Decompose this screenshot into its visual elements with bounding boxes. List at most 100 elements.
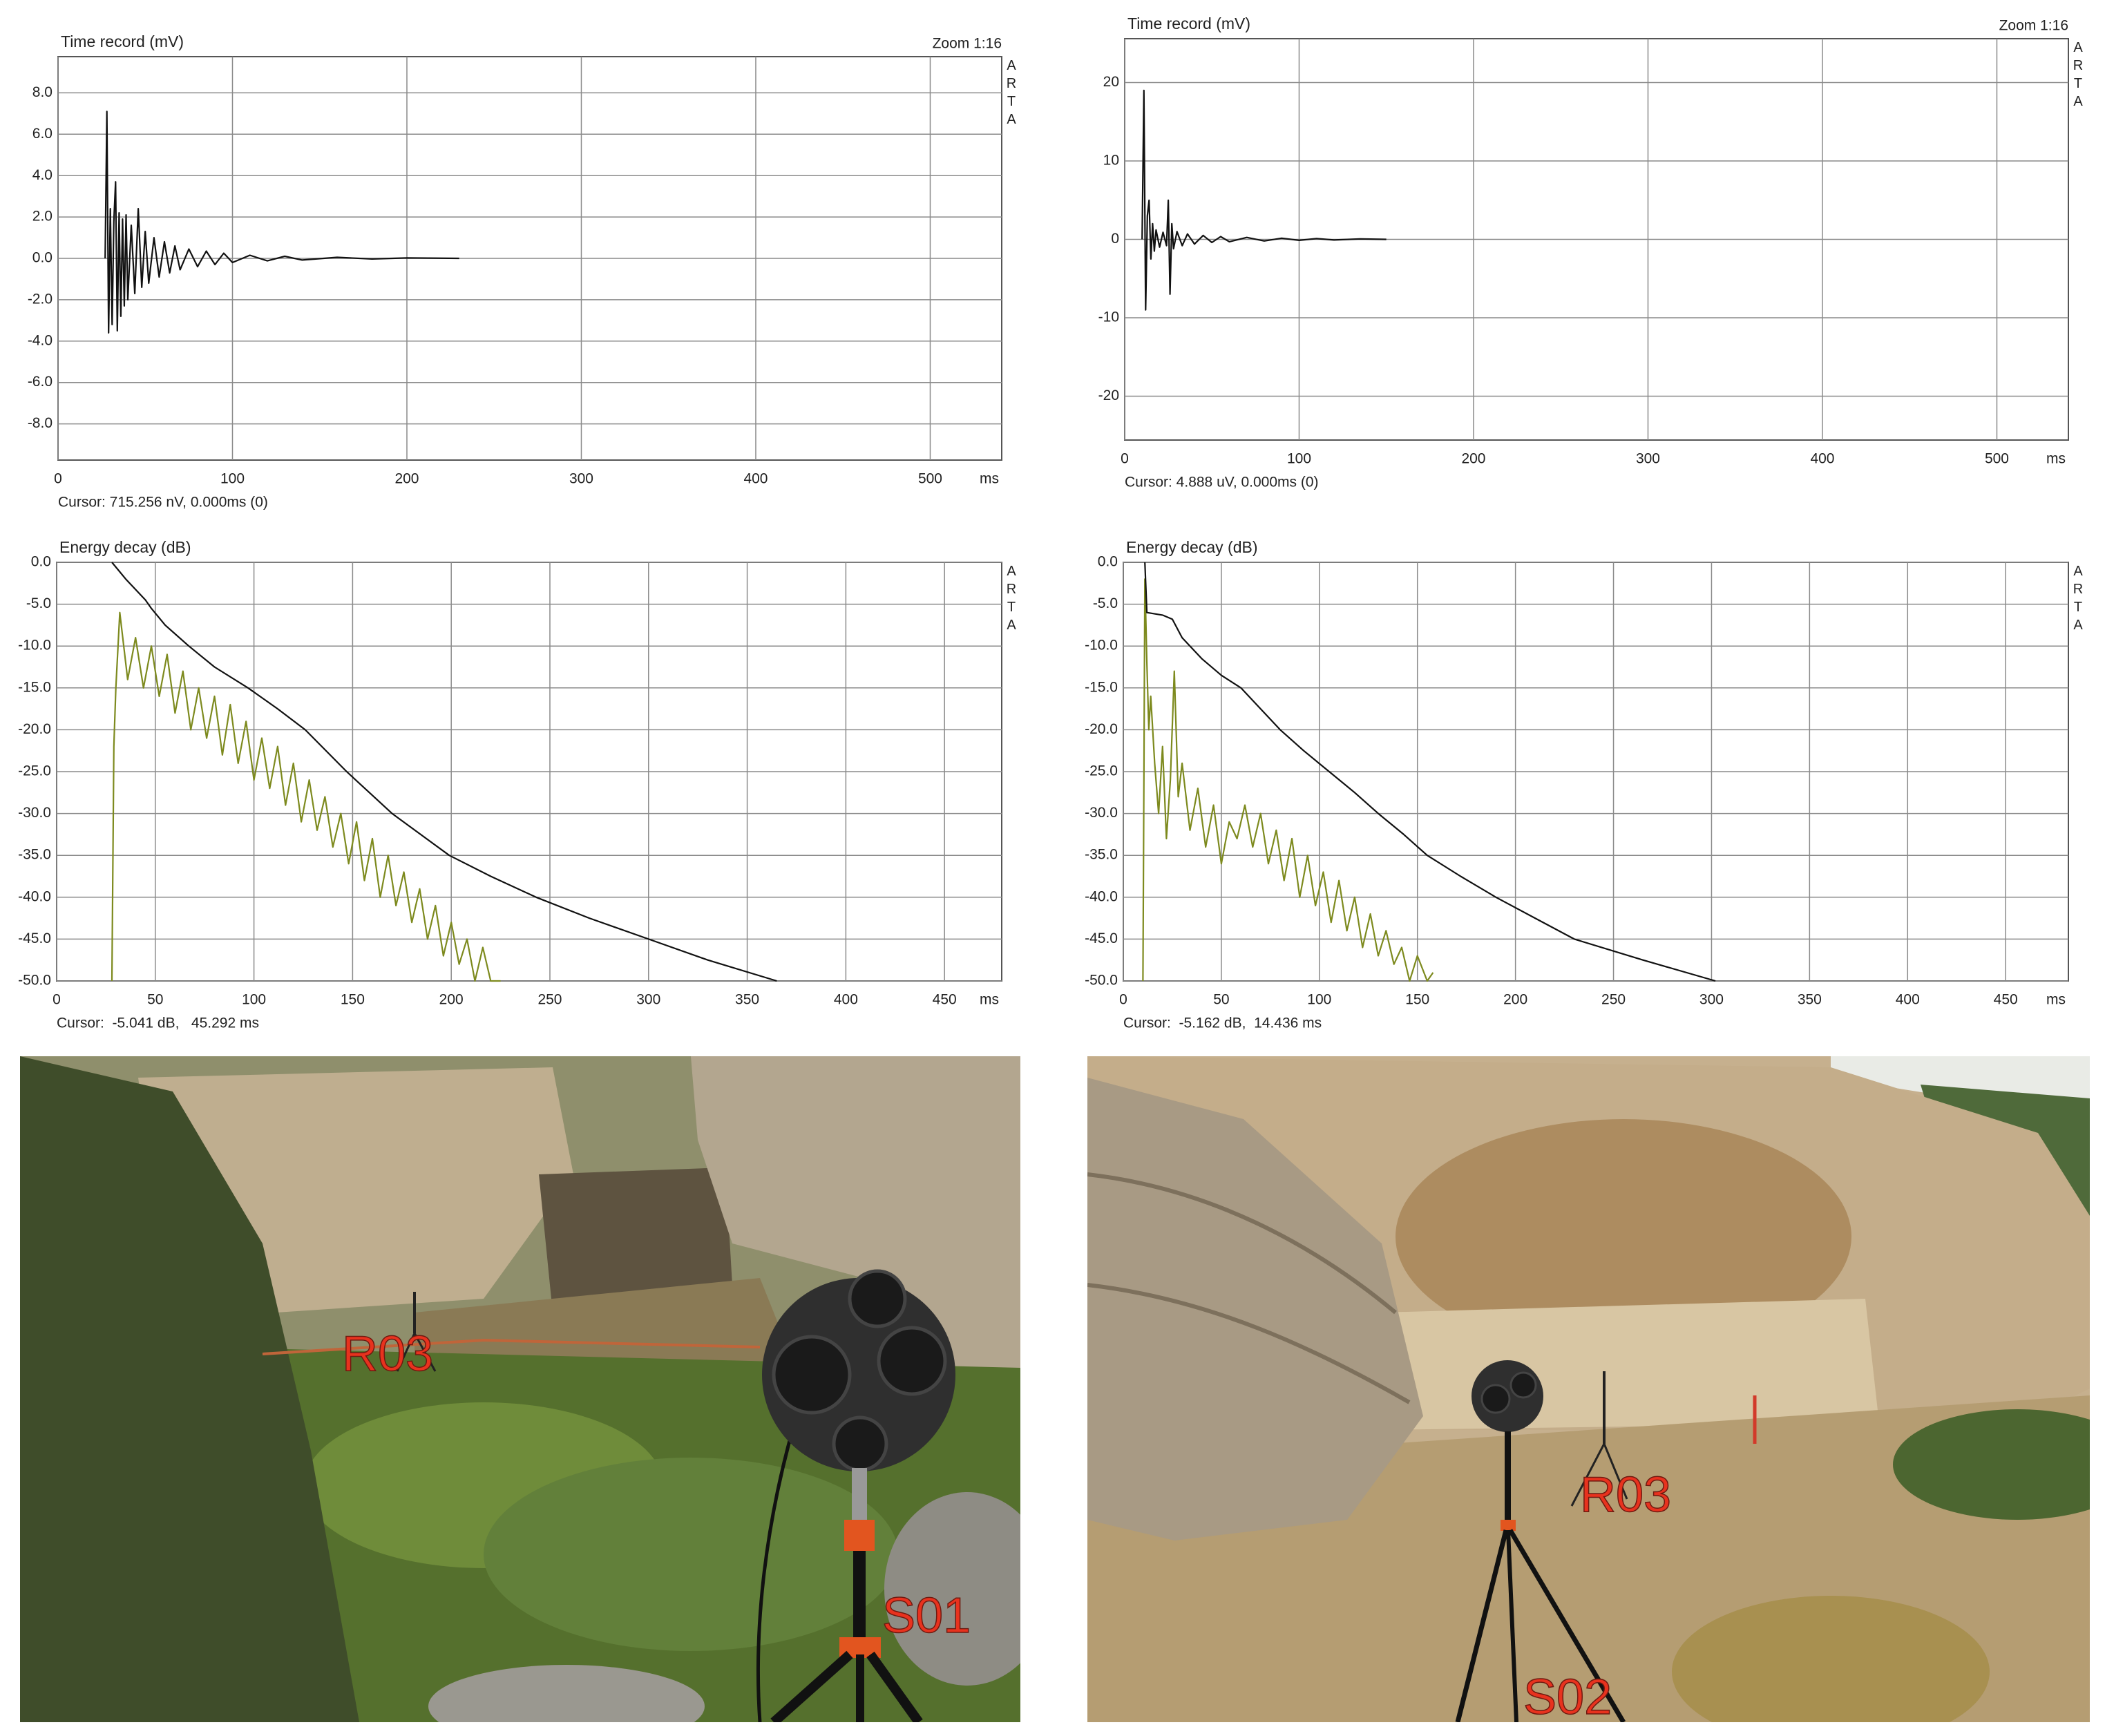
data-line	[1142, 578, 1434, 982]
cursor-readout: Cursor: -5.162 dB, 14.436 ms	[1123, 1015, 1322, 1031]
y-tick-label: 0.0	[1098, 554, 1118, 570]
x-tick-label: 400	[1896, 992, 1920, 1008]
chart-title: Time record (mV)	[61, 32, 184, 50]
stand-pole	[1505, 1431, 1511, 1521]
cable	[756, 1422, 797, 1722]
cursor-readout: Cursor: -5.041 dB, 45.292 ms	[57, 1015, 259, 1031]
y-tick-label: 4.0	[32, 167, 53, 183]
photo-right: R03 S02	[1087, 1056, 2090, 1725]
speaker-driver	[848, 1269, 907, 1328]
y-tick-label: -40.0	[1085, 888, 1118, 904]
mic-stand	[413, 1333, 437, 1372]
cave-recess	[1396, 1119, 1851, 1354]
y-tick-label: -45.0	[18, 931, 51, 946]
x-tick-label: 0	[1119, 992, 1127, 1008]
x-tick-label: 100	[220, 471, 245, 487]
y-tick-label: -20.0	[1085, 721, 1118, 737]
stand-pole	[852, 1468, 867, 1523]
cursor-readout: Cursor: 4.888 uV, 0.000ms (0)	[1125, 475, 1319, 490]
y-tick-label: -40.0	[18, 888, 51, 904]
zoom-label: Zoom 1:16	[933, 36, 1002, 52]
y-tick-label: 0.0	[32, 250, 53, 266]
fence	[262, 1338, 761, 1355]
x-tick-label: 0	[53, 992, 61, 1008]
stand-pole	[853, 1551, 866, 1648]
photo-left: R03 S01	[20, 1056, 1020, 1722]
y-tick-label: -10.0	[1085, 638, 1118, 654]
photo-label: S02	[1523, 1670, 1612, 1725]
x-tick-label: 50	[147, 992, 163, 1008]
y-tick-label: 2.0	[32, 209, 53, 225]
x-tick-label: 50	[1213, 992, 1229, 1008]
y-tick-label: -35.0	[1085, 847, 1118, 863]
x-tick-label: 100	[1307, 992, 1331, 1008]
x-tick-label: 300	[636, 992, 660, 1008]
boulder	[1087, 1078, 1423, 1541]
data-line	[111, 562, 777, 982]
photo-label: R03	[1580, 1467, 1671, 1523]
speaker-driver	[1509, 1371, 1537, 1399]
speaker-driver	[832, 1415, 888, 1472]
x-tick-label: 450	[1994, 992, 2018, 1008]
zoom-label: Zoom 1:16	[1999, 18, 2068, 34]
x-tick-label: 250	[537, 992, 562, 1008]
data-line	[1144, 562, 1716, 982]
x-tick-label: 200	[394, 471, 419, 487]
tripod-leg	[770, 1650, 853, 1722]
chart-title: Energy decay (dB)	[59, 538, 191, 556]
mic-stand	[1570, 1443, 1606, 1507]
x-tick-label: 150	[1405, 992, 1429, 1008]
y-tick-label: -30.0	[1085, 805, 1118, 821]
data-line	[111, 611, 501, 982]
y-tick-label: -5.0	[1093, 595, 1118, 611]
x-tick-label: 350	[1798, 992, 1822, 1008]
chart-title: Energy decay (dB)	[1126, 538, 1257, 556]
x-tick-label: 200	[1461, 451, 1485, 467]
y-tick-label: -25.0	[1085, 763, 1118, 779]
shrub	[1893, 1409, 2090, 1520]
mic-stand	[396, 1333, 416, 1372]
y-tick-label: 20	[1103, 74, 1119, 90]
watermark: ARTA	[2070, 564, 2086, 636]
watermark: ARTA	[1004, 58, 1019, 130]
y-tick-label: 0	[1111, 231, 1119, 247]
cave-opening	[539, 1167, 732, 1313]
x-tick-label: 200	[439, 992, 464, 1008]
rock-layer	[1087, 1172, 1411, 1404]
x-tick-label: 250	[1601, 992, 1626, 1008]
y-tick-label: -6.0	[28, 374, 53, 390]
watermark: ARTA	[2070, 40, 2086, 112]
chart-title: Time record (mV)	[1127, 15, 1250, 32]
tripod-leg	[1506, 1529, 1518, 1722]
x-tick-label: 400	[743, 471, 768, 487]
y-tick-label: -4.0	[28, 332, 53, 348]
x-tick-label: 0	[1121, 451, 1129, 467]
foliage	[20, 1056, 359, 1722]
y-tick-label: 10	[1103, 153, 1119, 169]
y-tick-label: -5.0	[26, 595, 51, 611]
x-tick-label: 300	[1699, 992, 1724, 1008]
y-tick-label: 0.0	[31, 554, 51, 570]
stand-collar	[1501, 1520, 1516, 1531]
rock	[428, 1665, 705, 1722]
tripod-leg	[1455, 1529, 1509, 1722]
x-axis-unit: ms	[980, 471, 999, 487]
y-tick-label: -25.0	[18, 763, 51, 779]
y-tick-label: -2.0	[28, 291, 53, 307]
speaker-driver	[1480, 1384, 1511, 1414]
data-line	[104, 111, 459, 334]
watermark: ARTA	[1004, 564, 1019, 636]
y-tick-label: -35.0	[18, 847, 51, 863]
speaker-driver	[772, 1335, 852, 1415]
x-tick-label: 400	[1810, 451, 1834, 467]
data-line	[1141, 89, 1387, 311]
y-tick-label: -15.0	[1085, 679, 1118, 695]
y-tick-label: -10	[1098, 309, 1119, 325]
x-axis-unit: ms	[2046, 992, 2066, 1008]
ferns	[484, 1458, 898, 1651]
x-axis-unit: ms	[2046, 451, 2066, 467]
x-tick-label: 150	[341, 992, 365, 1008]
